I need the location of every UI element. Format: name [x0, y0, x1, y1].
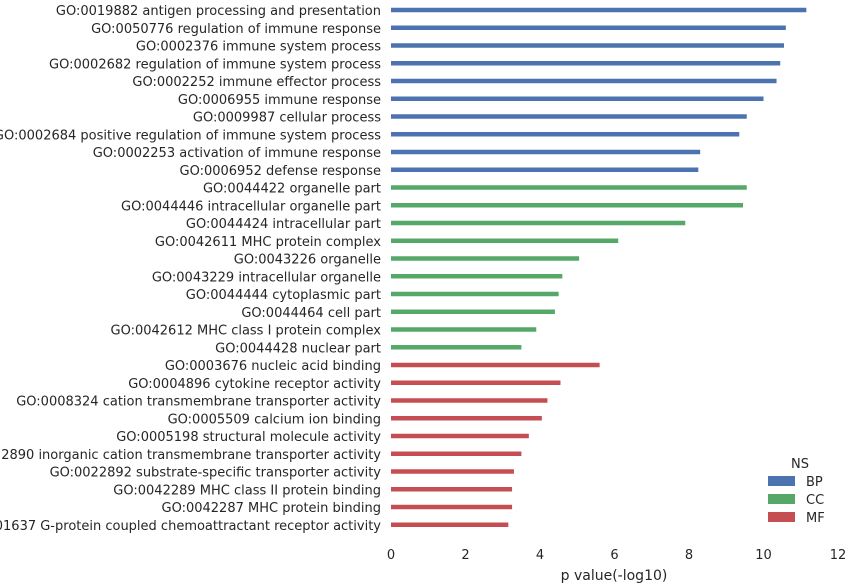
category-label: GO:0022892 substrate-specific transporte… [50, 466, 382, 481]
x-tick-label: 10 [755, 548, 772, 563]
category-label: GO:0008324 cation transmembrane transpor… [16, 395, 381, 410]
bar-cc [391, 327, 537, 332]
x-axis: 0 2 4 6 8 10 12 [387, 548, 846, 563]
bar-mf [391, 469, 514, 474]
legend-label: CC [806, 493, 824, 508]
bar-mf [391, 398, 548, 403]
category-label: GO:0002682 regulation of immune system p… [49, 57, 381, 72]
bar-bp [391, 25, 786, 30]
bars [391, 7, 807, 527]
bar-cc [391, 345, 522, 350]
category-label: GO:0043229 intracellular organelle [152, 270, 381, 285]
category-label: GO:0044446 intracellular organelle part [121, 199, 381, 214]
bar-cc [391, 256, 580, 261]
legend-label: BP [806, 475, 823, 490]
x-tick-label: 8 [685, 548, 693, 563]
bar-cc [391, 309, 555, 314]
category-label: GO:0019882 antigen processing and presen… [56, 4, 381, 19]
bar-bp [391, 78, 777, 84]
bar-mf [391, 487, 513, 492]
category-label: GO:0009987 cellular process [193, 111, 381, 126]
legend-label: MF [806, 511, 825, 526]
bar-mf [391, 433, 529, 439]
bar-cc [391, 274, 563, 279]
bar-mf [391, 416, 542, 421]
category-label: GO:0042611 MHC protein complex [155, 235, 381, 250]
bar-bp [391, 132, 740, 137]
category-label: GO:0002253 activation of immune response [93, 146, 381, 161]
category-label: GO:0022890 inorganic cation transmembran… [0, 448, 381, 463]
category-label: GO:0044424 intracellular part [186, 217, 381, 232]
x-tick-label: 4 [536, 548, 544, 563]
category-label: GO:0002684 positive regulation of immune… [0, 128, 381, 143]
bar-bp [391, 61, 781, 66]
legend-title: NS [791, 457, 809, 472]
bar-mf [391, 451, 522, 456]
bar-mf [391, 504, 513, 510]
category-label: GO:0044464 cell part [241, 306, 381, 321]
x-tick-label: 12 [830, 548, 847, 563]
bar-cc [391, 291, 559, 297]
category-label: GO:0042612 MHC class I protein complex [111, 324, 382, 339]
category-label: GO:0002252 immune effector process [132, 75, 381, 90]
bar-mf [391, 362, 600, 368]
category-label: GO:0006955 immune response [178, 93, 381, 108]
legend-swatch-mf [768, 512, 795, 522]
legend-swatch-bp [768, 476, 795, 486]
category-label: GO:0042287 MHC protein binding [162, 501, 382, 516]
bar-cc [391, 238, 619, 243]
legend-swatch-cc [768, 494, 795, 504]
bar-cc [391, 185, 747, 190]
bar-bp [391, 43, 784, 48]
bar-bp [391, 7, 807, 13]
category-label: GO:0006952 defense response [180, 164, 382, 179]
bar-bp [391, 149, 701, 155]
x-tick-label: 0 [387, 548, 395, 563]
category-label: GO:0002376 immune system process [136, 40, 381, 55]
bar-bp [391, 96, 764, 101]
bar-mf [391, 522, 509, 527]
category-label: GO:0043226 organelle [234, 253, 381, 268]
bar-bp [391, 114, 747, 119]
category-label: GO:0001637 G-protein coupled chemoattrac… [0, 519, 381, 534]
bar-mf [391, 380, 561, 385]
category-label: GO:0044444 cytoplasmic part [186, 288, 381, 303]
category-labels: GO:0019882 antigen processing and presen… [0, 4, 381, 534]
x-tick-label: 2 [461, 548, 469, 563]
category-label: GO:0044428 nuclear part [215, 341, 381, 356]
bar-bp [391, 167, 699, 172]
x-axis-label: p value(-log10) [561, 568, 668, 584]
bar-cc [391, 203, 744, 208]
category-label: GO:0050776 regulation of immune response [91, 22, 381, 37]
category-label: GO:0003676 nucleic acid binding [165, 359, 381, 374]
category-label: GO:0005509 calcium ion binding [168, 412, 381, 427]
category-label: GO:0042289 MHC class II protein binding [113, 483, 381, 498]
category-label: GO:0044422 organelle part [203, 182, 381, 197]
bar-cc [391, 220, 686, 226]
category-label: GO:0004896 cytokine receptor activity [128, 377, 381, 392]
x-tick-label: 6 [610, 548, 618, 563]
category-label: GO:0005198 structural molecule activity [116, 430, 381, 445]
legend: NS BP CC MF [768, 457, 825, 526]
